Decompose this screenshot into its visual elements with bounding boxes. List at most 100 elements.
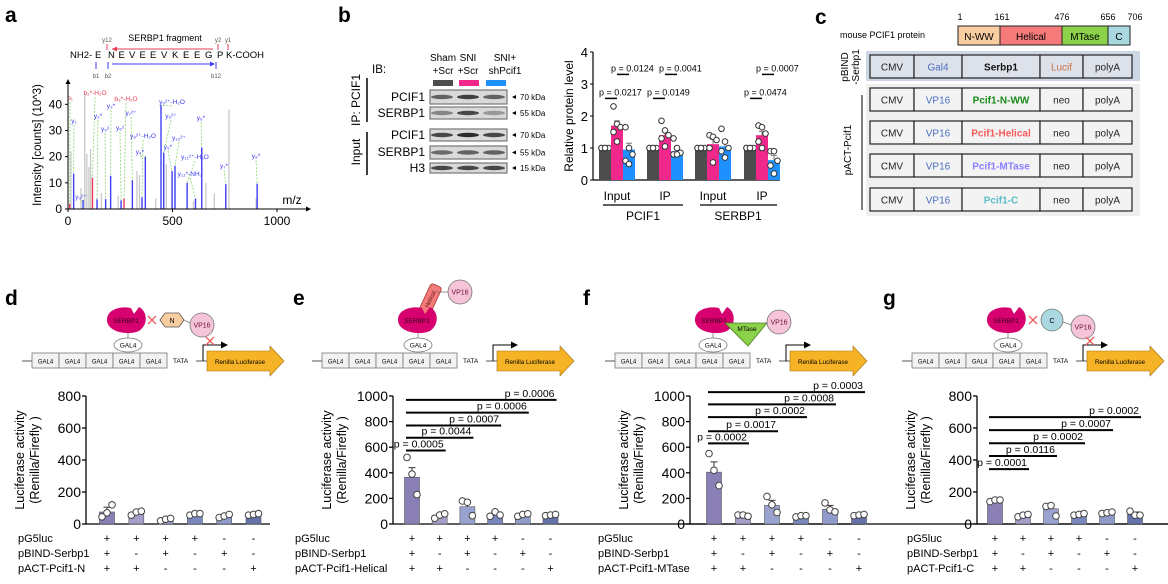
y-tick-label: 600 [949, 420, 973, 436]
serbp1-label: SERBP1 [113, 318, 139, 325]
data-point [658, 117, 665, 125]
residue-position: 1 [957, 12, 962, 22]
data-point [661, 143, 669, 150]
condition-sign: - [770, 563, 774, 575]
promoter-arrow [202, 344, 222, 361]
gal4-dbd-label: GAL4 [1000, 343, 1017, 350]
gal4-site-label: GAL4 [38, 360, 54, 366]
domain-label: MTase [1070, 32, 1100, 43]
condition-sign: + [409, 548, 415, 560]
reporter-label: Renilla Luciferase [1095, 359, 1146, 366]
y-axis-label: (Renilla/Firefly ) [335, 416, 349, 504]
reporter-gene [1086, 345, 1165, 377]
peak-label: y₆* [197, 115, 206, 122]
pact-pcif1-construct: CMV VP16 Pcif1-MTase neo polyA [869, 153, 1133, 178]
condition-label: pBIND-Serbp1 [907, 548, 979, 560]
condition-label: pG5luc [907, 533, 942, 545]
condition-label: pBIND-Serbp1 [18, 548, 90, 560]
data-point [713, 136, 720, 144]
y-tick-label: 400 [662, 465, 686, 481]
data-point [1080, 509, 1088, 518]
data-point [486, 512, 494, 521]
lane-color-swatch [433, 80, 453, 86]
peak-label: y₆² [116, 125, 125, 132]
condition-sign: - [222, 533, 226, 545]
data-point [1136, 511, 1144, 520]
data-point [763, 492, 771, 501]
section-label-input: Input [349, 138, 363, 165]
condition-sign: - [252, 533, 256, 545]
pact-pcif1-construct: CMV VP16 Pcif1-Helical neo polyA [869, 120, 1133, 145]
peak-label: y₇* [220, 163, 228, 170]
p-value-label: p = 0.0003 [813, 380, 863, 392]
gal4-site-label: GAL4 [146, 360, 162, 366]
lane-label: SNI [460, 53, 477, 64]
bar [695, 148, 707, 180]
marker-arrow-icon [512, 95, 516, 99]
protein-band [457, 150, 479, 155]
peak-label: y₅* [164, 144, 173, 151]
b-ion-label: b1 [93, 74, 100, 80]
condition-sign: + [827, 548, 833, 560]
condition-sign: - [857, 533, 861, 545]
domain-label: N-WW [964, 32, 994, 43]
condition-sign: + [711, 563, 717, 575]
serbp1-label: SERBP1 [993, 318, 1019, 325]
p-value-label: p = 0.0044 [421, 426, 471, 438]
condition-sign: - [549, 533, 553, 545]
condition-sign: + [1132, 563, 1138, 575]
y-axis-arrow [65, 79, 71, 84]
vp16-protein [1070, 314, 1096, 340]
construct-element-label: CMV [881, 196, 904, 207]
reporter-gene [206, 345, 285, 377]
arrowhead [210, 61, 215, 67]
construct-element-label: polyA [1095, 196, 1120, 207]
y-axis-label: Luciferase activity [320, 410, 334, 510]
condition-sign: + [1020, 533, 1026, 545]
y-tick-label: 0 [73, 516, 81, 532]
linker [1062, 321, 1073, 326]
p-value-label: p = 0.0002 [1089, 405, 1139, 417]
gal4-site-label: GAL4 [729, 360, 745, 366]
bar [404, 476, 420, 525]
y-ion-label: y2 [215, 38, 222, 44]
data-point [770, 147, 778, 155]
condition-sign: - [1133, 548, 1137, 560]
gal4-binding-site [139, 352, 168, 369]
peak-label: y₉²⁺-H₂O [159, 99, 185, 106]
b-ion-label: b2 [105, 74, 112, 80]
lane-label: +Scr [433, 66, 455, 77]
peak-label-link [104, 132, 106, 200]
condition-sign: - [438, 548, 442, 560]
peak-label-link [130, 116, 133, 181]
data-point [108, 501, 116, 509]
bar [706, 471, 722, 525]
panel-d-two-hybrid-schematic: GAL4 GAL4 GAL4 GAL4 GAL4 TATA Renilla Lucifera… [22, 307, 285, 377]
promoter-arrow [1082, 344, 1102, 361]
p-value-label: p = 0.0041 [659, 63, 702, 73]
p-value-label: p = 0.0006 [477, 401, 527, 413]
x-stroke [205, 336, 215, 346]
marker-arrow-icon [512, 150, 516, 155]
construct-element-label: polyA [1095, 162, 1120, 173]
condition-sign: - [1077, 563, 1081, 575]
data-point [718, 147, 725, 155]
ib-label: IB: [372, 64, 386, 76]
p-value-label: p = 0.0001 [977, 457, 1027, 469]
data-point [673, 144, 681, 152]
condition-sign: - [828, 563, 832, 575]
protein-band [457, 94, 479, 100]
condition-sign: + [547, 563, 553, 575]
condition-label: pACT-Pcif1-MTase [598, 563, 690, 575]
panel-d-luciferase-chart: 0 200 400 600 800 Luciferase activity (Renilla… [13, 388, 270, 575]
lane-label: shPcif1 [489, 66, 522, 77]
residue-position: 656 [1100, 12, 1115, 22]
condition-sign: - [193, 563, 197, 575]
vp16-protein [766, 309, 792, 335]
bar [671, 151, 683, 180]
condition-sign: - [828, 533, 832, 545]
y-ion-label: y1 [225, 38, 232, 44]
data-point [831, 508, 839, 516]
construct-element [1082, 153, 1133, 178]
